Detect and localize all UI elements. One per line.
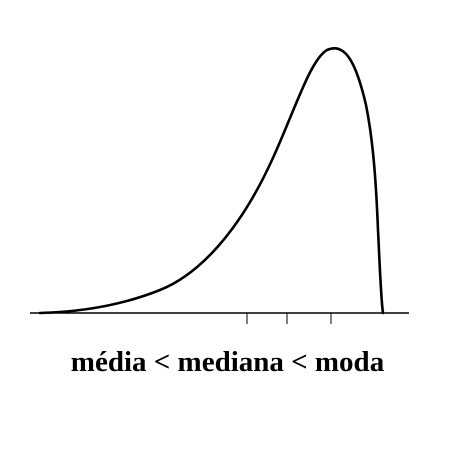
caption-median-relation: média < mediana < moda [70,346,385,378]
density-curve [38,47,385,315]
